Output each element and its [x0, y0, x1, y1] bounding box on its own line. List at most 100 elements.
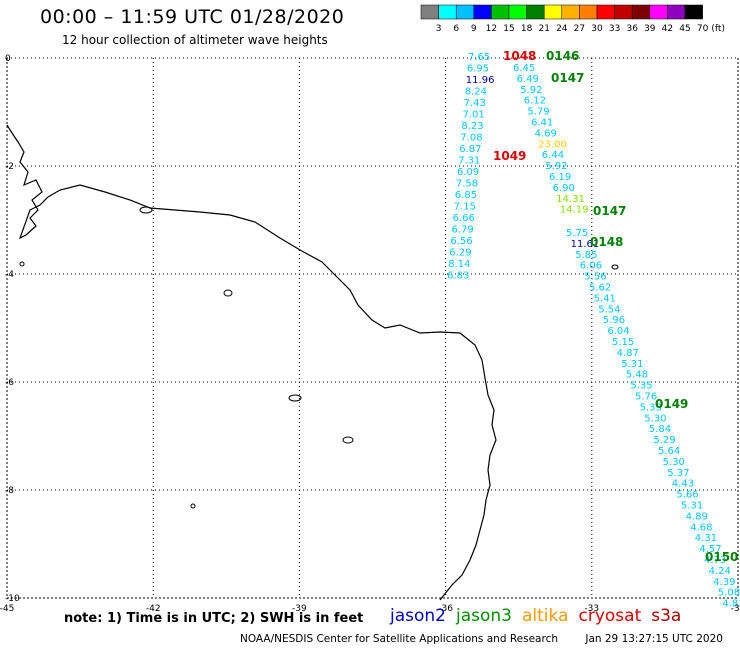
pass-time-label: 1048: [503, 49, 536, 63]
satellite-jason3: jason3: [456, 606, 512, 626]
wave-height-label: 7.43: [464, 98, 486, 109]
lon-tick-label: -33: [584, 604, 599, 612]
wave-height-label: 6.87: [459, 144, 481, 155]
footer-timestamp: Jan 29 13:27:15 UTC 2020: [585, 633, 723, 645]
wave-height-label: 5.37: [667, 468, 689, 479]
wave-height-label: 6.79: [452, 225, 474, 236]
wave-height-label: 5.85: [575, 250, 597, 261]
island-outline: [139, 206, 153, 214]
wave-height-label: 14.19: [560, 205, 589, 216]
pass-time-label: 0147: [551, 71, 584, 85]
lat-tick-label: -4: [5, 270, 14, 280]
coastline: [6, 124, 619, 601]
wave-height-label: 6.66: [453, 213, 475, 224]
pass-time-label: 0149: [655, 397, 688, 411]
wave-height-label: 6.19: [549, 172, 571, 183]
lat-tick-label: -8: [5, 486, 14, 496]
lon-tick-label: -30: [731, 604, 740, 612]
wave-height-label: 6.09: [457, 167, 479, 178]
satellite-jason2: jason2: [390, 606, 446, 626]
wave-height-label: 6.90: [553, 183, 575, 194]
legend-label: 3: [436, 24, 442, 34]
wave-height-label: 4.87: [617, 348, 639, 359]
wave-height-label: 6.44: [542, 150, 564, 161]
wave-height-label: 11.61: [571, 239, 600, 250]
wave-height-label: 5.92: [545, 161, 567, 172]
wave-height-label: 5.96: [603, 315, 625, 326]
pass-time-label: 0146: [546, 49, 579, 63]
pass-time-label: 0148: [590, 235, 623, 249]
pass-time-label: 0150: [705, 550, 738, 564]
wave-height-label: 6.04: [607, 326, 629, 337]
wave-height-label: 7.08: [460, 133, 482, 144]
legend-label: 9: [471, 24, 477, 34]
wave-height-label: 6.95: [467, 64, 489, 75]
footer-source: NOAA/NESDIS Center for Satellite Applica…: [240, 633, 558, 645]
legend-label: 15: [503, 24, 514, 34]
island-outline: [288, 394, 302, 402]
wave-height-label: 5.08: [718, 588, 740, 599]
wave-height-label: 5.35: [630, 381, 652, 392]
axis-labels: -45 -42 -39 -36 -33 -30 0 -2 -4 -6 -8 -10: [0, 54, 740, 612]
wave-height-label: 5.62: [589, 283, 611, 294]
legend-label: 21: [538, 24, 549, 34]
wave-height-label: 6.85: [455, 190, 477, 201]
wave-height-label: 5.64: [658, 446, 680, 457]
wave-height-label: 5.48: [626, 370, 648, 381]
wave-height-label: 4.39: [713, 577, 735, 588]
wave-height-label: 4.89: [686, 511, 708, 522]
wave-height-label: 4.57: [699, 544, 721, 555]
legend-label: 39: [644, 24, 656, 34]
satellite-altika: altika: [522, 606, 569, 626]
wave-height-label: 5.79: [527, 107, 549, 118]
wave-height-label: 6.56: [450, 236, 472, 247]
satellite-s3a: s3a: [651, 606, 682, 626]
wave-height-label: 4.68: [690, 522, 712, 533]
island-outline: [342, 436, 354, 444]
wave-height-label: 4.83: [722, 599, 740, 610]
map-border: [6, 57, 739, 599]
wave-height-label: 7.31: [458, 156, 480, 167]
wave-height-label: 4.31: [695, 533, 717, 544]
satellite-cryosat: cryosat: [578, 606, 642, 626]
lat-tick-label: -6: [5, 378, 14, 388]
wave-height-label: 7.65: [468, 52, 490, 63]
wave-height-label: 5.31: [621, 359, 643, 370]
wave-height-label: 5.33: [640, 402, 662, 413]
wave-height-label: 6.06: [580, 261, 602, 272]
legend-label: 18: [521, 24, 533, 34]
wave-height-label: 5.30: [663, 457, 685, 468]
footer: NOAA/NESDIS Center for Satellite Applica…: [240, 633, 723, 645]
wave-height-label: 8.14: [448, 259, 470, 270]
wave-height-label: 7.01: [463, 110, 485, 121]
wave-height-label: 6.45: [513, 63, 535, 74]
legend-swatch: [684, 4, 703, 20]
wave-height-label: 8.23: [461, 121, 483, 132]
lon-tick-label: -36: [438, 604, 453, 612]
wave-height-label: 5.29: [653, 435, 675, 446]
legend-label: 33: [609, 24, 620, 34]
wave-height-label: 5.84: [649, 424, 671, 435]
legend-label: (ft): [711, 24, 725, 34]
wave-height-label: 6.41: [531, 118, 553, 129]
wave-height-label: 5.41: [594, 293, 616, 304]
wave-height-map: 7.656.9511.968.247.437.018.237.086.877.3…: [0, 49, 740, 612]
wave-height-label: 6.49: [517, 74, 539, 85]
chart-title: 00:00 – 11:59 UTC 01/28/2020: [40, 6, 345, 28]
pass-time-label: 1049: [493, 149, 526, 163]
lon-tick-label: -45: [0, 604, 14, 612]
wave-height-label: 8.24: [465, 87, 487, 98]
wave-height-label: 5.76: [635, 392, 657, 403]
legend-label: 27: [574, 24, 585, 34]
wave-height-label: 5.15: [612, 337, 634, 348]
wave-height-label: 11.96: [466, 75, 495, 86]
wave-height-label: 7.58: [456, 179, 478, 190]
wave-height-label: 23.00: [538, 139, 567, 150]
lat-tick-label: 0: [5, 54, 11, 64]
legend-label: 42: [662, 24, 673, 34]
legend-label: 30: [591, 24, 603, 34]
wave-height-label: 7.15: [454, 202, 476, 213]
wave-height-label: 6.83: [447, 271, 469, 282]
island-outline: [19, 261, 25, 267]
wave-height-label: 5.92: [520, 85, 542, 96]
